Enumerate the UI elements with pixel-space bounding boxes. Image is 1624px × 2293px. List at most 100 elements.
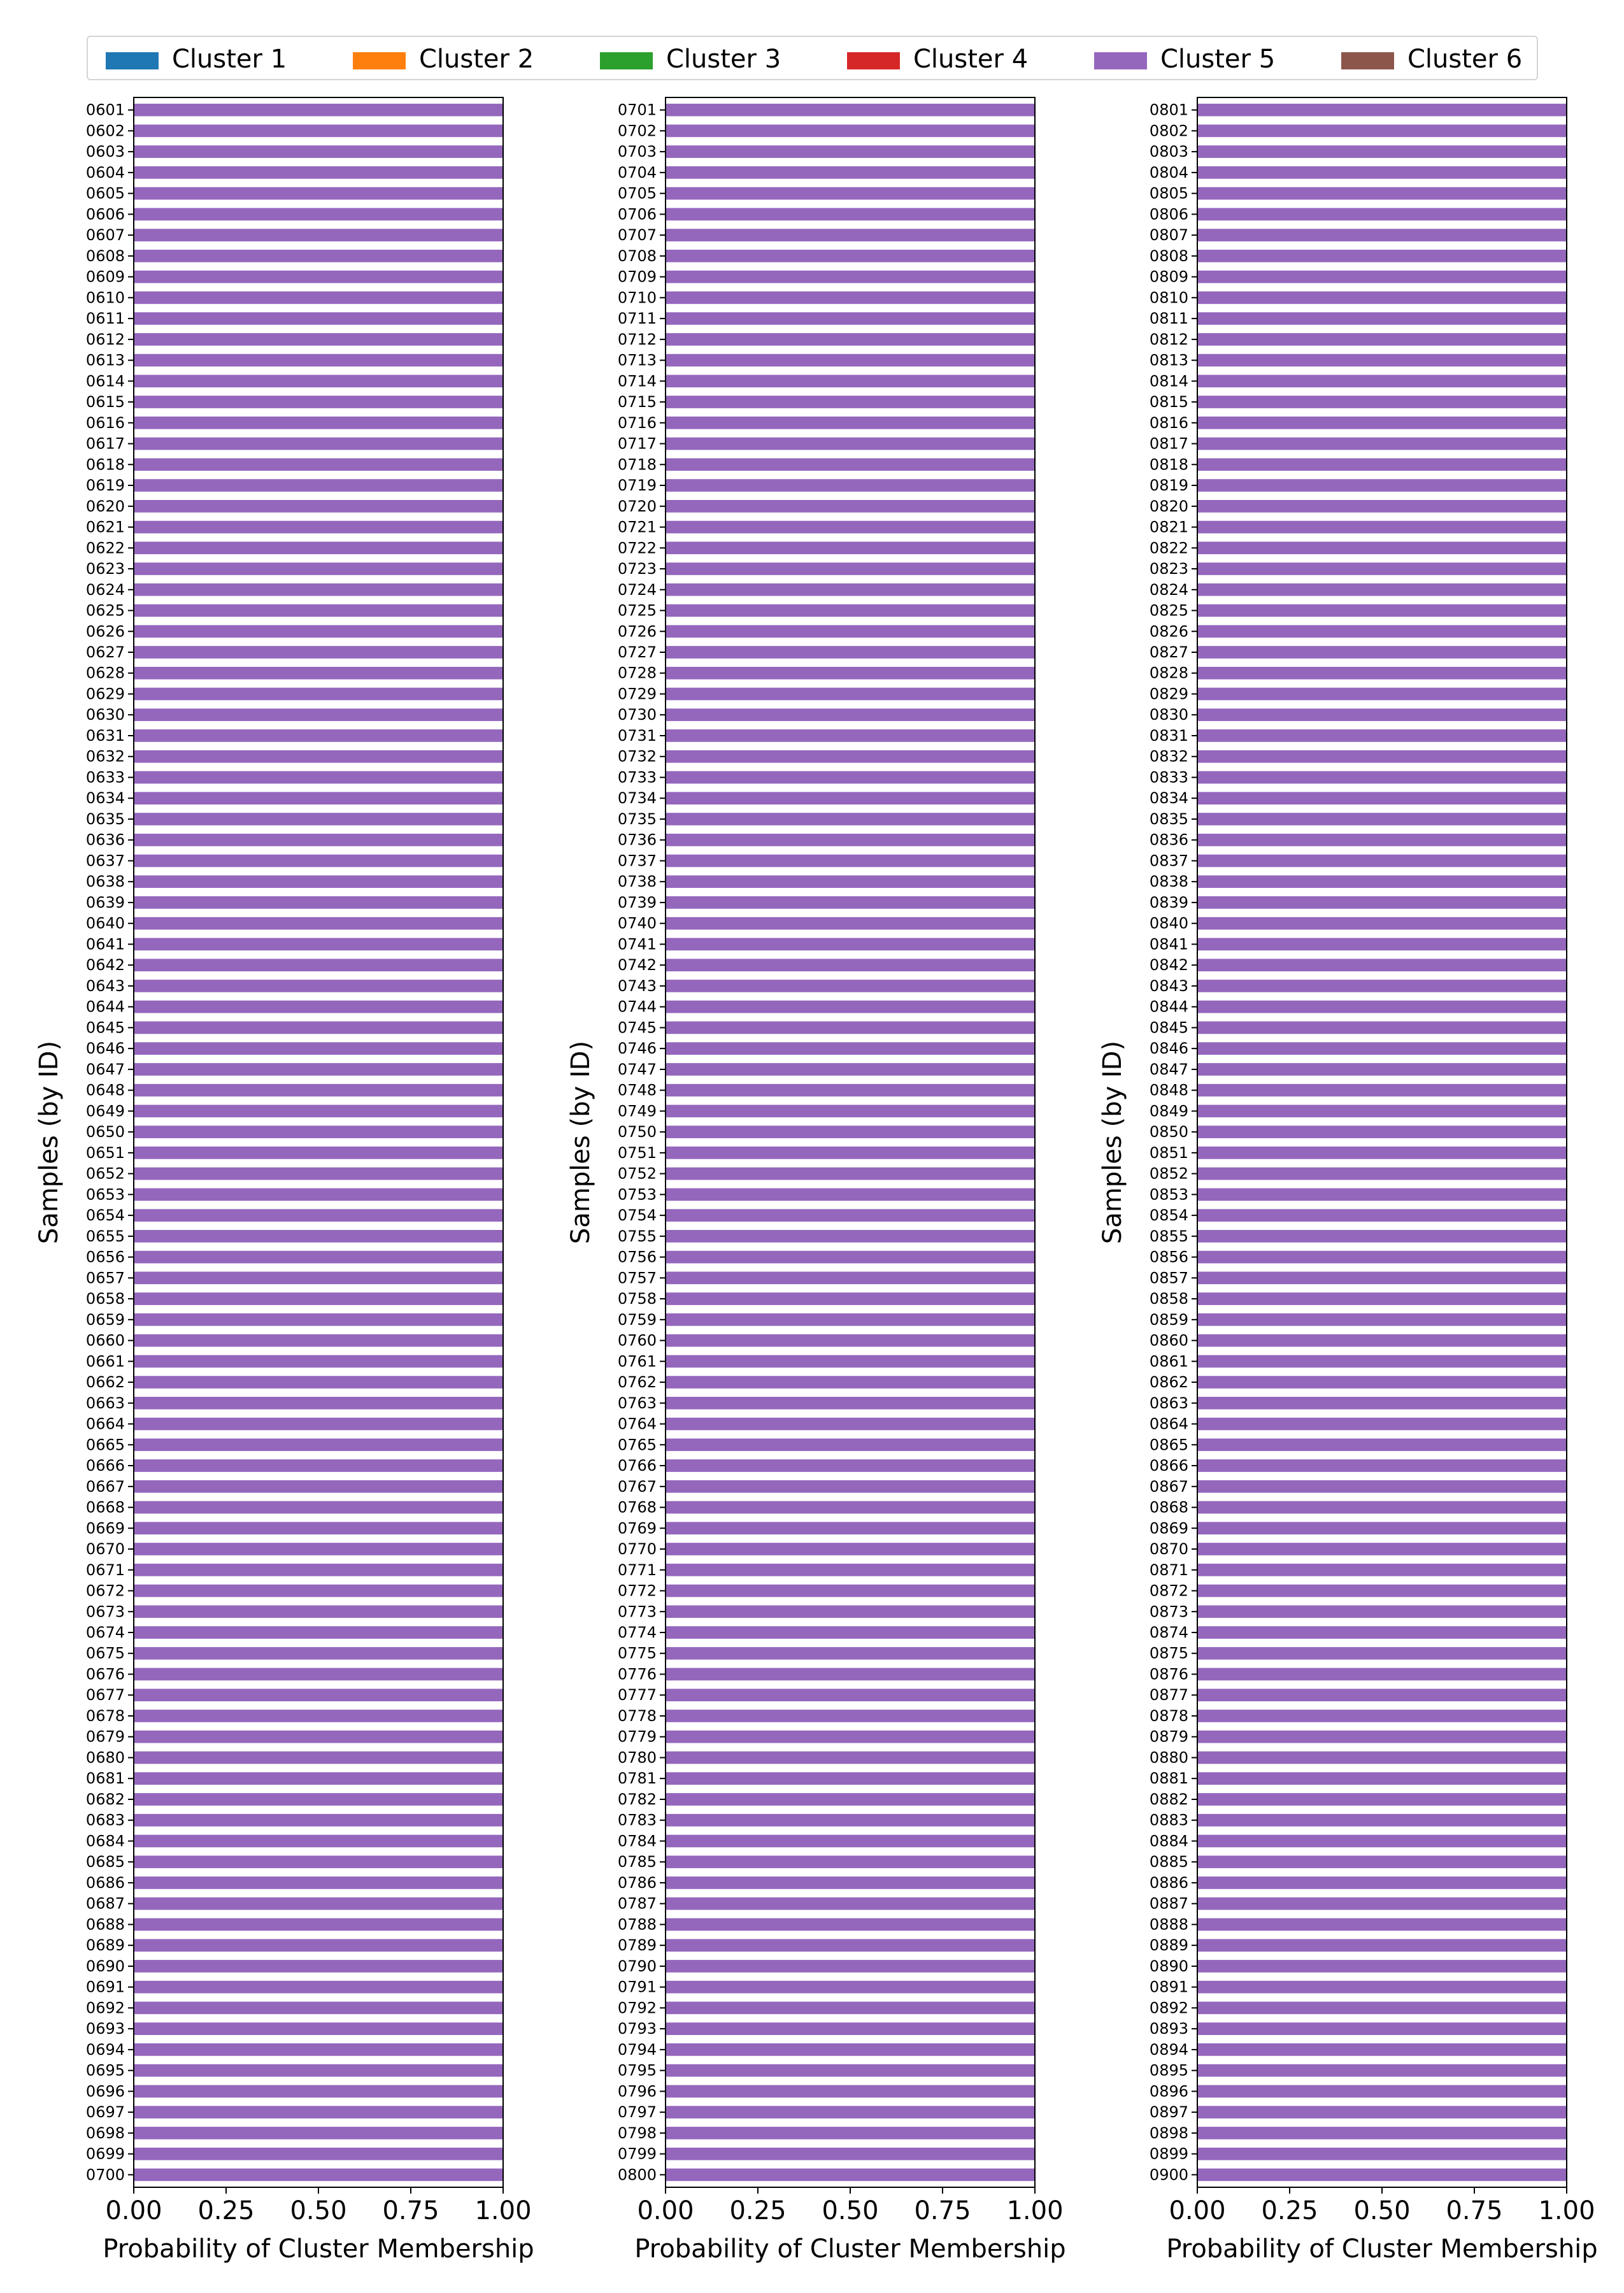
x-tick-label-0.50: 0.50: [290, 2196, 346, 2225]
y-tick-label-0781: 0781: [618, 1769, 657, 1787]
y-tick-label-0847: 0847: [1150, 1061, 1188, 1078]
y-tick-label-0883: 0883: [1150, 1811, 1188, 1829]
y-tick-label-0891: 0891: [1150, 1978, 1188, 1996]
y-tick-label-0755: 0755: [618, 1227, 657, 1245]
bar-0763-cluster-5: [666, 1396, 1035, 1410]
y-tick-label-0745: 0745: [618, 1018, 657, 1036]
bar-0608-cluster-5: [134, 250, 503, 262]
y-tick-label-0771: 0771: [618, 1561, 657, 1579]
bar-0724-cluster-5: [666, 583, 1035, 596]
y-tick-label-0720: 0720: [618, 497, 657, 515]
bar-0828-cluster-5: [1197, 666, 1567, 680]
y-tick-label-0678: 0678: [86, 1707, 125, 1725]
y-tick-label-0820: 0820: [1150, 497, 1188, 515]
y-tick-label-0752: 0752: [618, 1165, 657, 1183]
bar-0874-cluster-5: [1197, 1626, 1567, 1639]
y-tick-label-0647: 0647: [86, 1061, 125, 1078]
x-tick-label-0.25: 0.25: [197, 2196, 254, 2225]
bar-0840-cluster-5: [1197, 917, 1567, 930]
y-tick-label-0632: 0632: [86, 748, 125, 766]
bar-0897-cluster-5: [1197, 2106, 1567, 2118]
y-tick-label-0699: 0699: [86, 2145, 125, 2163]
legend-swatch-cluster-4: [847, 52, 900, 69]
y-tick-label-0676: 0676: [86, 1665, 125, 1683]
bar-0611-cluster-5: [134, 312, 503, 325]
x-tick-label-0.00: 0.00: [105, 2196, 162, 2225]
bar-0855-cluster-5: [1197, 1230, 1567, 1243]
y-tick-label-0677: 0677: [86, 1686, 125, 1704]
bar-0747-cluster-5: [666, 1063, 1035, 1076]
bar-0831-cluster-5: [1197, 729, 1567, 742]
bar-0716-cluster-5: [666, 416, 1035, 429]
legend-swatch-cluster-3: [600, 52, 653, 69]
y-tick-label-0732: 0732: [618, 748, 657, 766]
y-tick-label-0851: 0851: [1150, 1144, 1188, 1162]
y-tick-label-0760: 0760: [618, 1332, 657, 1350]
bar-0702-cluster-5: [666, 124, 1035, 138]
y-tick-label-0722: 0722: [618, 539, 657, 557]
y-tick-label-0860: 0860: [1150, 1332, 1188, 1350]
bar-0829-cluster-5: [1197, 687, 1567, 701]
x-axis-label: Probability of Cluster Membership: [103, 2234, 534, 2264]
bar-0691-cluster-5: [134, 1980, 503, 1994]
bar-0636-cluster-5: [134, 833, 503, 846]
y-tick-label-0620: 0620: [86, 497, 125, 515]
bar-0875-cluster-5: [1197, 1647, 1567, 1660]
bar-0672-cluster-5: [134, 1584, 503, 1597]
bar-0649-cluster-5: [134, 1104, 503, 1118]
y-tick-label-0609: 0609: [86, 268, 125, 286]
bar-0852-cluster-5: [1197, 1167, 1567, 1180]
bar-0756-cluster-5: [666, 1250, 1035, 1264]
y-tick-label-0853: 0853: [1150, 1185, 1188, 1203]
bar-0804-cluster-5: [1197, 166, 1567, 179]
x-tick-label-0.75: 0.75: [1446, 2196, 1502, 2225]
bar-0621-cluster-5: [134, 520, 503, 534]
legend-swatch-cluster-2: [353, 52, 406, 69]
y-tick-label-0825: 0825: [1150, 602, 1188, 620]
y-tick-label-0838: 0838: [1150, 873, 1188, 890]
chart-panel-1: 0601 0602 0603 0604 0605 0606 0607 0608 0609 0610…: [34, 97, 534, 2264]
y-tick-label-0855: 0855: [1150, 1227, 1188, 1245]
chart-panel-2: 0701 0702 0703 0704 0705 0706 0707 0708 0709 0710…: [566, 97, 1066, 2264]
y-tick-label-0637: 0637: [86, 852, 125, 869]
y-tick-label-0879: 0879: [1150, 1728, 1188, 1746]
y-tick-label-0863: 0863: [1150, 1394, 1188, 1412]
legend-swatch-cluster-1: [106, 52, 159, 69]
y-tick-label-0709: 0709: [618, 268, 657, 286]
y-tick-label-0656: 0656: [86, 1248, 125, 1266]
y-tick-label-0736: 0736: [618, 831, 657, 849]
y-tick-label-0801: 0801: [1150, 101, 1188, 119]
y-tick-label-0721: 0721: [618, 518, 657, 536]
y-tick-label-0742: 0742: [618, 956, 657, 974]
y-tick-label-0660: 0660: [86, 1332, 125, 1350]
y-tick-label-0828: 0828: [1150, 664, 1188, 682]
y-tick-label-0874: 0874: [1150, 1624, 1188, 1641]
y-tick-label-0748: 0748: [618, 1082, 657, 1099]
y-tick-label-0833: 0833: [1150, 768, 1188, 786]
y-tick-label-0805: 0805: [1150, 185, 1188, 203]
bar-0713-cluster-5: [666, 354, 1035, 367]
bar-0796-cluster-5: [666, 2085, 1035, 2098]
bar-0605-cluster-5: [134, 187, 503, 200]
bar-0743-cluster-5: [666, 980, 1035, 992]
legend-swatch-cluster-6: [1341, 52, 1394, 69]
x-tick-label-0.25: 0.25: [729, 2196, 786, 2225]
axes-frame: [1197, 97, 1567, 2188]
bar-0871-cluster-5: [1197, 1563, 1567, 1576]
y-tick-label-0778: 0778: [618, 1707, 657, 1725]
bar-0738-cluster-5: [666, 875, 1035, 889]
y-tick-label-0740: 0740: [618, 915, 657, 932]
bar-0683-cluster-5: [134, 1813, 503, 1827]
bar-0653-cluster-5: [134, 1188, 503, 1201]
y-tick-label-0873: 0873: [1150, 1603, 1188, 1620]
y-tick-label-0616: 0616: [86, 414, 125, 432]
legend-label-cluster-1: Cluster 1: [172, 45, 287, 74]
bar-0671-cluster-5: [134, 1563, 503, 1576]
y-tick-label-0617: 0617: [86, 435, 125, 453]
y-tick-label-0839: 0839: [1150, 894, 1188, 911]
bar-0733-cluster-5: [666, 771, 1035, 784]
bar-0851-cluster-5: [1197, 1146, 1567, 1159]
y-tick-label-0793: 0793: [618, 2020, 657, 2038]
y-tick-label-0789: 0789: [618, 1936, 657, 1954]
y-tick-label-0682: 0682: [86, 1790, 125, 1808]
